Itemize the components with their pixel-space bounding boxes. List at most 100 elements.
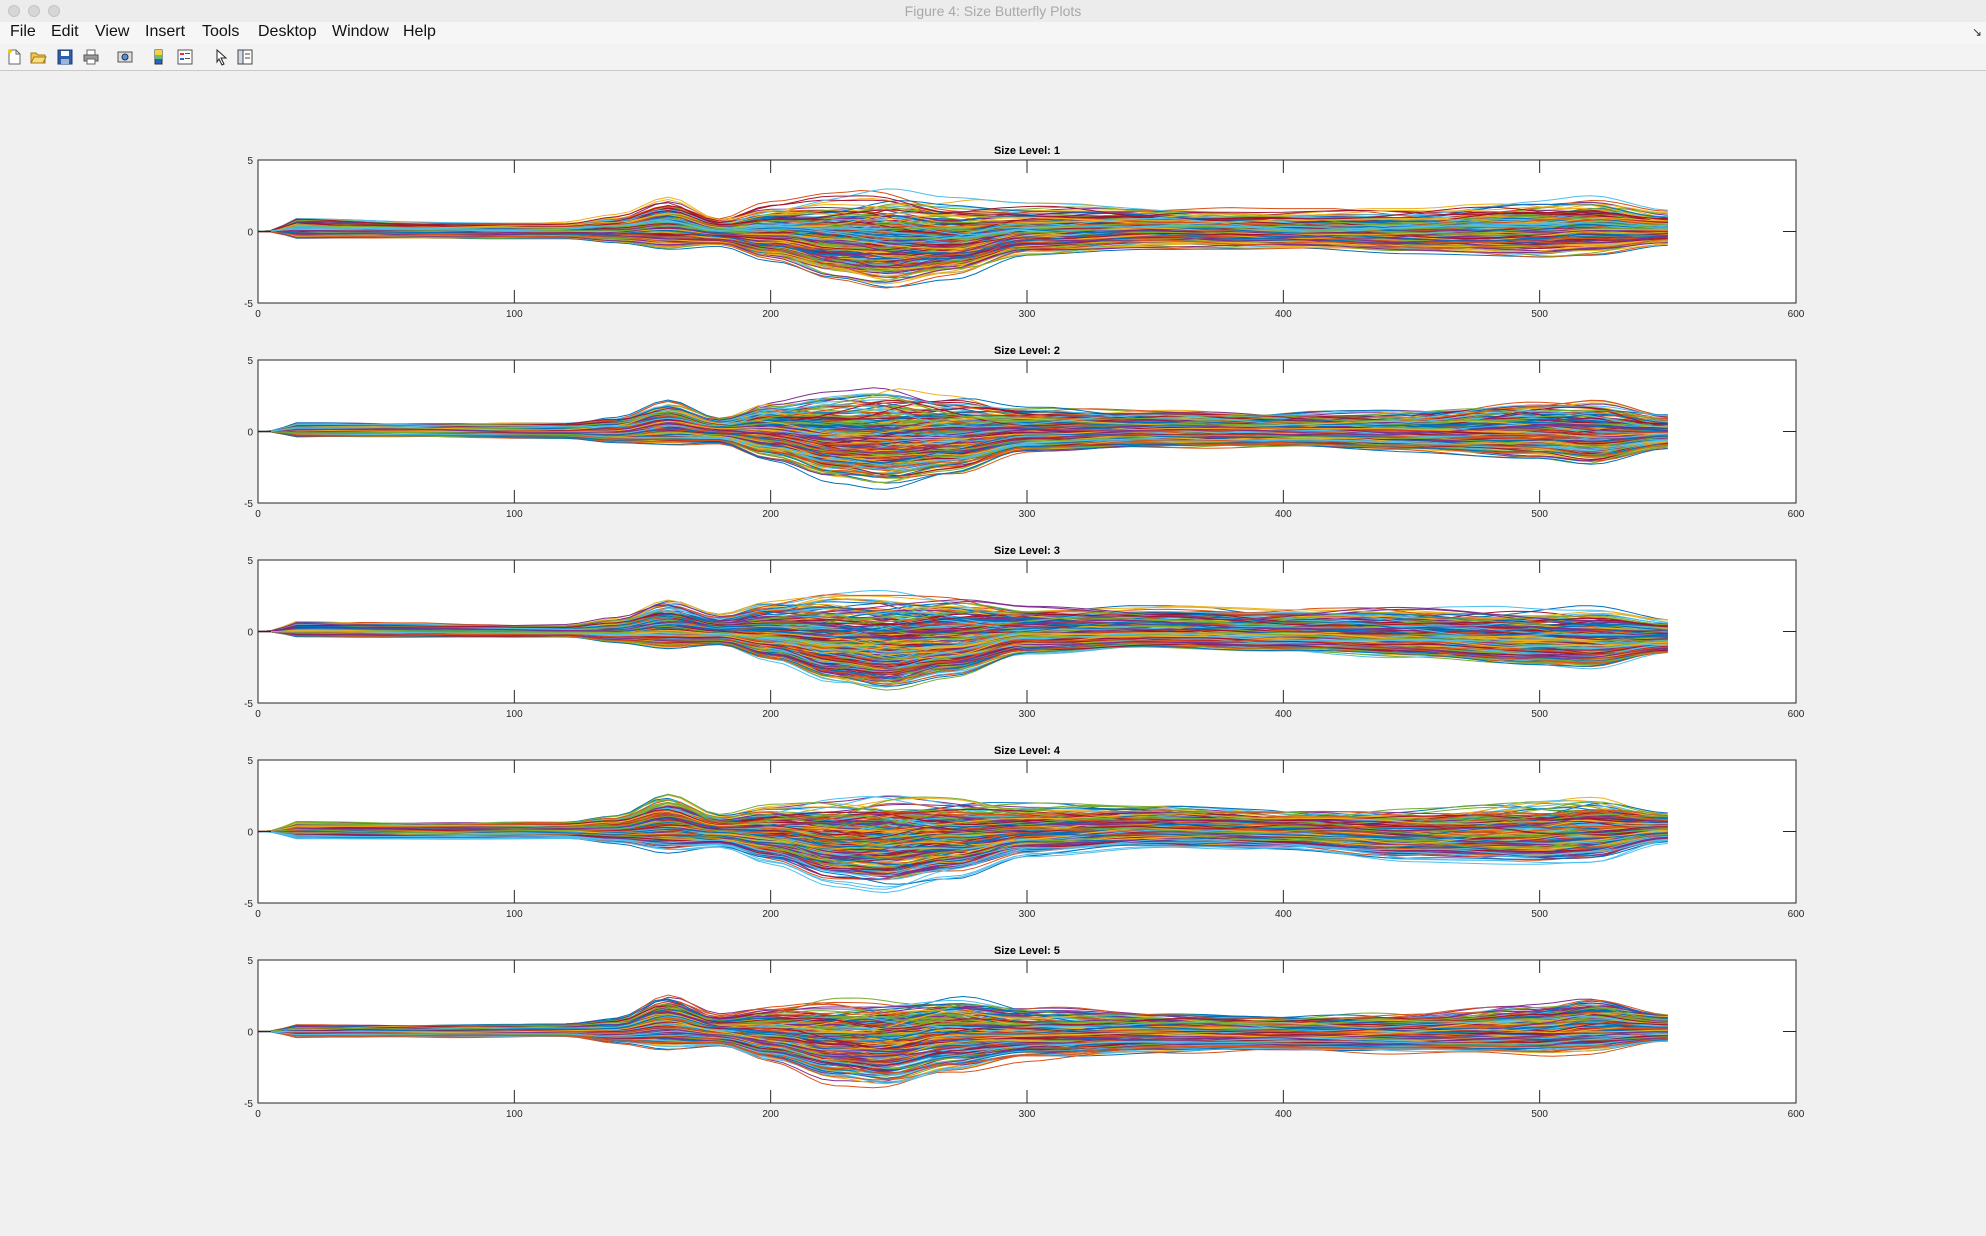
series-lines: [258, 994, 1668, 1089]
series-line: [258, 404, 1668, 432]
pointer-icon[interactable]: [212, 48, 230, 66]
series-lines: [258, 387, 1668, 490]
series-line: [258, 619, 1668, 640]
save-icon[interactable]: [56, 48, 74, 66]
menu-view[interactable]: View: [95, 23, 130, 40]
menu-insert[interactable]: Insert: [145, 23, 186, 40]
x-tick-label: 100: [506, 1109, 523, 1120]
y-tick-label: -5: [244, 899, 253, 910]
x-tick-label: 300: [1019, 1109, 1036, 1120]
series-line: [258, 831, 1668, 868]
series-line: [258, 631, 1668, 688]
subplot-title: Size Level: 5: [994, 945, 1060, 957]
series-line: [258, 810, 1668, 832]
close-window-button[interactable]: [8, 5, 20, 17]
series-line: [258, 217, 1668, 236]
figure-toolbar: [0, 44, 1986, 71]
x-tick-label: 400: [1275, 509, 1292, 520]
zoom-window-button[interactable]: [48, 5, 60, 17]
x-tick-label: 100: [506, 509, 523, 520]
minimize-window-button[interactable]: [28, 5, 40, 17]
colorbar-icon[interactable]: [150, 48, 168, 66]
series-line: [258, 1031, 1668, 1074]
x-tick-label: 400: [1275, 709, 1292, 720]
x-tick-label: 200: [762, 909, 779, 920]
series-line: [258, 812, 1668, 832]
x-tick-label: 200: [762, 709, 779, 720]
series-line: [258, 231, 1668, 269]
open-file-icon[interactable]: [29, 48, 47, 66]
series-line: [258, 423, 1668, 440]
x-tick-label: 400: [1275, 309, 1292, 320]
series-line: [258, 811, 1668, 832]
series-line: [258, 1019, 1668, 1051]
print-icon[interactable]: [82, 48, 100, 66]
series-line: [258, 619, 1668, 638]
series-line: [258, 413, 1668, 432]
x-tick-label: 500: [1531, 909, 1548, 920]
series-line: [258, 1031, 1668, 1057]
series-line: [258, 226, 1668, 255]
series-line: [258, 431, 1668, 468]
y-tick-label: 0: [247, 1028, 253, 1039]
subplot-title: Size Level: 1: [994, 145, 1060, 157]
series-line: [258, 431, 1668, 478]
menu-edit[interactable]: Edit: [51, 23, 79, 40]
series-line: [258, 831, 1668, 880]
series-line: [258, 212, 1668, 232]
series-line: [258, 612, 1668, 632]
x-tick-label: 400: [1275, 1109, 1292, 1120]
x-tick-label: 0: [255, 509, 261, 520]
menu-tools[interactable]: Tools: [202, 23, 240, 40]
series-lines: [258, 793, 1668, 894]
x-tick-label: 500: [1531, 709, 1548, 720]
y-tick-label: -5: [244, 299, 253, 310]
x-tick-label: 600: [1788, 1109, 1805, 1120]
x-tick-label: 200: [762, 309, 779, 320]
y-tick-label: 5: [247, 956, 253, 967]
y-tick-label: 0: [247, 628, 253, 639]
menu-window[interactable]: Window: [332, 23, 389, 40]
menu-help[interactable]: Help: [403, 23, 436, 40]
series-line: [258, 410, 1668, 435]
series-line: [258, 231, 1668, 288]
series-line: [258, 820, 1668, 851]
x-tick-label: 400: [1275, 909, 1292, 920]
subplot-title: Size Level: 4: [994, 745, 1061, 757]
y-tick-label: 5: [247, 356, 253, 367]
series-line: [258, 828, 1668, 847]
series-line: [258, 831, 1668, 894]
series-line: [258, 1026, 1668, 1051]
subplot-title: Size Level: 3: [994, 545, 1060, 557]
series-line: [258, 1031, 1668, 1089]
property-editor-icon[interactable]: [236, 48, 254, 66]
series-line: [258, 1031, 1668, 1084]
series-lines: [258, 589, 1668, 691]
new-figure-icon[interactable]: [5, 48, 23, 66]
series-line: [258, 202, 1668, 232]
series-line: [258, 431, 1668, 466]
y-tick-label: 5: [247, 156, 253, 167]
dock-arrow-icon[interactable]: ↘: [1971, 25, 1982, 39]
series-line: [258, 393, 1668, 432]
y-tick-label: -5: [244, 699, 253, 710]
y-tick-label: 0: [247, 228, 253, 239]
print-preview-icon[interactable]: [116, 48, 134, 66]
window-title: Figure 4: Size Butterfly Plots: [904, 3, 1082, 19]
menu-file[interactable]: File: [10, 23, 36, 40]
x-tick-label: 0: [255, 909, 261, 920]
x-tick-label: 200: [762, 1109, 779, 1120]
figure-canvas: 0 100 200 300 400 500 600 -5 0 5 Size Level: 1 0 100…: [0, 71, 1986, 1231]
series-line: [258, 810, 1668, 832]
x-tick-label: 0: [255, 1109, 261, 1120]
menu-desktop[interactable]: Desktop: [258, 23, 317, 40]
legend-icon[interactable]: [176, 48, 194, 66]
series-line: [258, 599, 1668, 632]
series-line: [258, 1031, 1668, 1069]
x-tick-label: 300: [1019, 309, 1036, 320]
